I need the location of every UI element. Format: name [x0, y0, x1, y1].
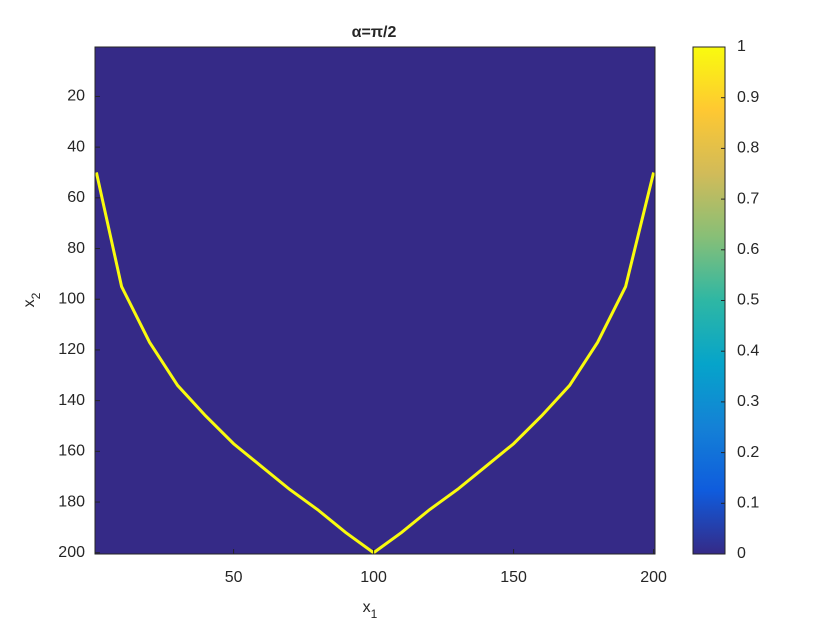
- colorbar-tick-label: 0: [737, 545, 746, 562]
- y-tick-label: 140: [58, 392, 85, 409]
- y-tick-label: 60: [67, 189, 85, 206]
- x-tick-label: 150: [500, 569, 527, 586]
- colorbar-tick-label: 0.3: [737, 393, 759, 410]
- y-label-sub: 2: [29, 292, 43, 299]
- colorbar-tick-label: 0.9: [737, 89, 759, 106]
- y-axis-label: x2: [21, 292, 43, 307]
- colorbar: [692, 46, 726, 555]
- x-axis-label: x1: [363, 599, 378, 621]
- colorbar-tick-label: 1: [737, 38, 746, 55]
- y-tick-label: 80: [67, 240, 85, 257]
- colorbar-tick-label: 0.5: [737, 292, 759, 309]
- x-label-sub: 1: [371, 607, 378, 621]
- heatmap-background: [95, 47, 655, 554]
- x-tick-label: 50: [225, 569, 243, 586]
- y-tick-label: 100: [58, 290, 85, 307]
- colorbar-tick-label: 0.2: [737, 444, 759, 461]
- x-label-base: x: [363, 599, 371, 616]
- colorbar-tick-label: 0.7: [737, 190, 759, 207]
- y-tick-label: 180: [58, 493, 85, 510]
- x-tick-label: 100: [360, 569, 387, 586]
- y-tick-label: 20: [67, 88, 85, 105]
- y-tick-label: 40: [67, 138, 85, 155]
- colorbar-tick-label: 0.4: [737, 342, 759, 359]
- colorbar-tick-label: 0.1: [737, 495, 759, 512]
- y-tick-label: 160: [58, 443, 85, 460]
- y-tick-label: 200: [58, 544, 85, 561]
- y-tick-label: 120: [58, 341, 85, 358]
- colorbar-tick-label: 0.6: [737, 241, 759, 258]
- y-label-base: x: [21, 299, 38, 307]
- chart-title: α=π/2: [352, 24, 397, 41]
- colorbar-tick-label: 0.8: [737, 140, 759, 157]
- axes-frame: [94, 46, 656, 555]
- x-tick-label: 200: [640, 569, 667, 586]
